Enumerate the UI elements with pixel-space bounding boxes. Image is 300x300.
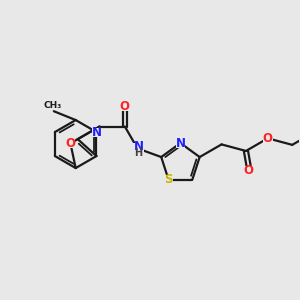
- Bar: [65, 139, 75, 148]
- Bar: [263, 134, 273, 143]
- Text: CH₃: CH₃: [43, 101, 62, 110]
- Text: O: O: [243, 164, 254, 177]
- Text: N: N: [92, 126, 101, 139]
- Bar: [133, 143, 144, 157]
- Text: O: O: [65, 137, 75, 150]
- Text: N: N: [134, 140, 144, 152]
- Text: O: O: [120, 100, 130, 113]
- Bar: [120, 102, 130, 111]
- Bar: [164, 175, 173, 184]
- Bar: [244, 166, 253, 175]
- Bar: [92, 128, 101, 136]
- Bar: [176, 139, 185, 148]
- Text: N: N: [176, 136, 185, 150]
- Text: H: H: [135, 148, 143, 158]
- Text: O: O: [263, 132, 273, 145]
- Text: S: S: [164, 173, 173, 186]
- Bar: [42, 101, 63, 110]
